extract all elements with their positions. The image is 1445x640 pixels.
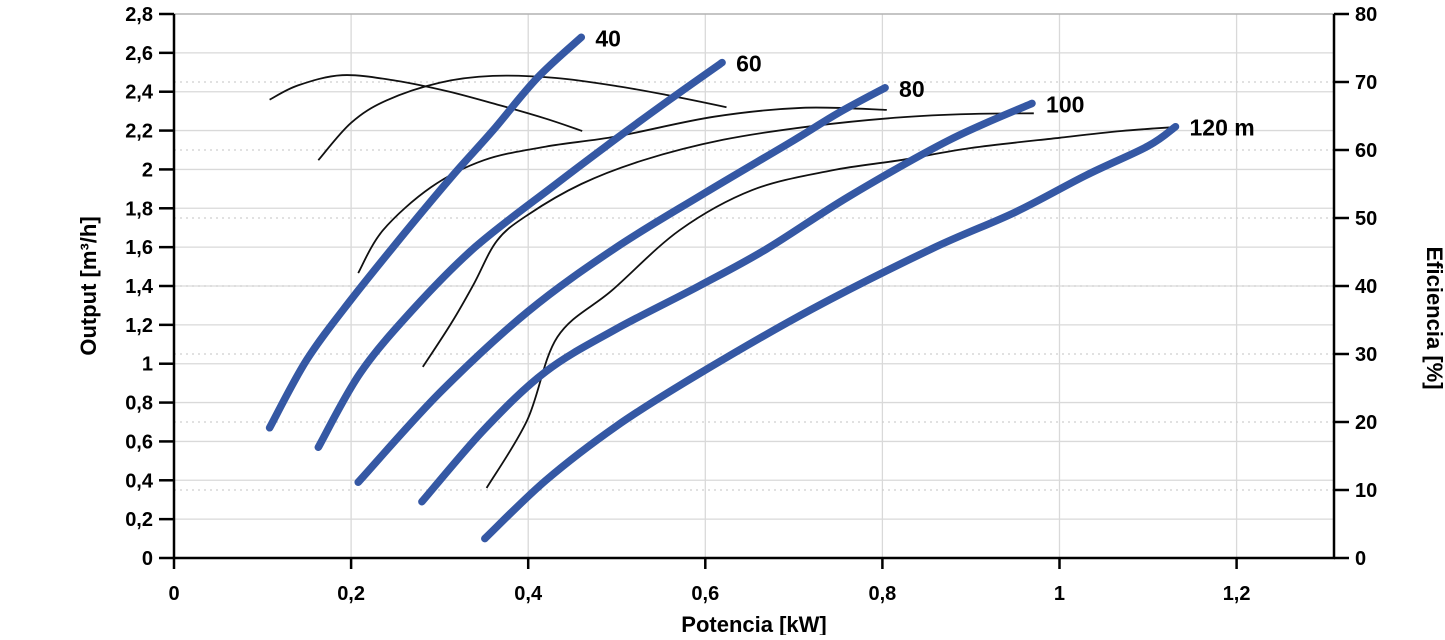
y-left-tick-label: 0,6 (125, 431, 153, 453)
x-tick-label: 0,4 (514, 583, 543, 605)
head-curve-40 (265, 33, 586, 432)
efficiency-curve-eficiencia-100-m (422, 112, 1034, 368)
x-tick-label: 0,8 (868, 583, 896, 605)
efficiency-curve-eficiencia-120-m (485, 126, 1178, 489)
axes (159, 12, 1349, 569)
y-left-tick-label: 2,8 (125, 4, 153, 26)
curve-label-60: 60 (736, 51, 762, 77)
y-left-tick-label: 0,4 (125, 470, 154, 492)
curve-labels: 40 60 80 100 120 m (595, 25, 1254, 140)
y-left-tick-label: 1,6 (125, 237, 153, 259)
efficiency-curve-eficiencia-40-m (269, 74, 583, 132)
head-curve-80 (354, 84, 889, 486)
y-axis-title-right: Eficiencia [%] (1422, 246, 1445, 389)
gridlines (174, 13, 1334, 558)
x-tick-label: 0,2 (337, 583, 365, 605)
y-right-tick-label: 20 (1355, 412, 1377, 434)
y-right-tick-label: 50 (1355, 208, 1377, 230)
x-tick-label: 1,2 (1223, 583, 1251, 605)
y-left-tick-label: 2,6 (125, 43, 153, 65)
x-tick-label: 0,6 (691, 583, 719, 605)
y-right-tick-label: 40 (1355, 276, 1377, 298)
y-right-tick-label: 10 (1355, 480, 1377, 502)
y-left-tick-label: 0,2 (125, 509, 153, 531)
curve-label-100: 100 (1046, 91, 1084, 117)
curve-label-40: 40 (595, 25, 621, 51)
curve-label-120-m: 120 m (1189, 115, 1254, 141)
y-left-tick-label: 1,8 (125, 198, 153, 220)
y-axis-title-left: Output [m³/h] (76, 216, 101, 355)
y-left-tick-label: 2 (142, 159, 153, 181)
efficiency-curves (269, 74, 1178, 489)
y-left-tick-label: 1 (142, 354, 153, 376)
y-right-tick-label: 30 (1355, 344, 1377, 366)
head-curve-60 (314, 58, 726, 452)
y-right-tick-label: 0 (1355, 548, 1366, 570)
y-left-tick-label: 1,4 (125, 276, 154, 298)
y-left-tick-label: 0 (142, 548, 153, 570)
head-curve-100 (418, 99, 1036, 506)
y-left-tick-label: 2,2 (125, 121, 153, 143)
y-right-tick-label: 70 (1355, 72, 1377, 94)
x-tick-label: 1 (1054, 583, 1065, 605)
tick-labels: 0 0,2 0,4 0,6 0,8 1 1,2 0 0,2 0,4 0,6 0,8 1 1,2 1,4 1,6… (125, 4, 1377, 605)
y-right-tick-label: 60 (1355, 140, 1377, 162)
x-axis-title: Potencia [kW] (681, 612, 826, 635)
y-left-tick-label: 0,8 (125, 393, 153, 415)
y-left-tick-label: 1,2 (125, 315, 153, 337)
head-curve-120-m (481, 122, 1180, 543)
efficiency-curve-eficiencia-80-m (357, 106, 887, 274)
y-left-tick-label: 2,4 (125, 82, 154, 104)
x-tick-label: 0 (168, 583, 179, 605)
y-right-tick-label: 80 (1355, 4, 1377, 26)
curve-label-80: 80 (899, 76, 925, 102)
head-curves (265, 33, 1180, 543)
efficiency-curve-eficiencia-60-m (317, 74, 727, 161)
